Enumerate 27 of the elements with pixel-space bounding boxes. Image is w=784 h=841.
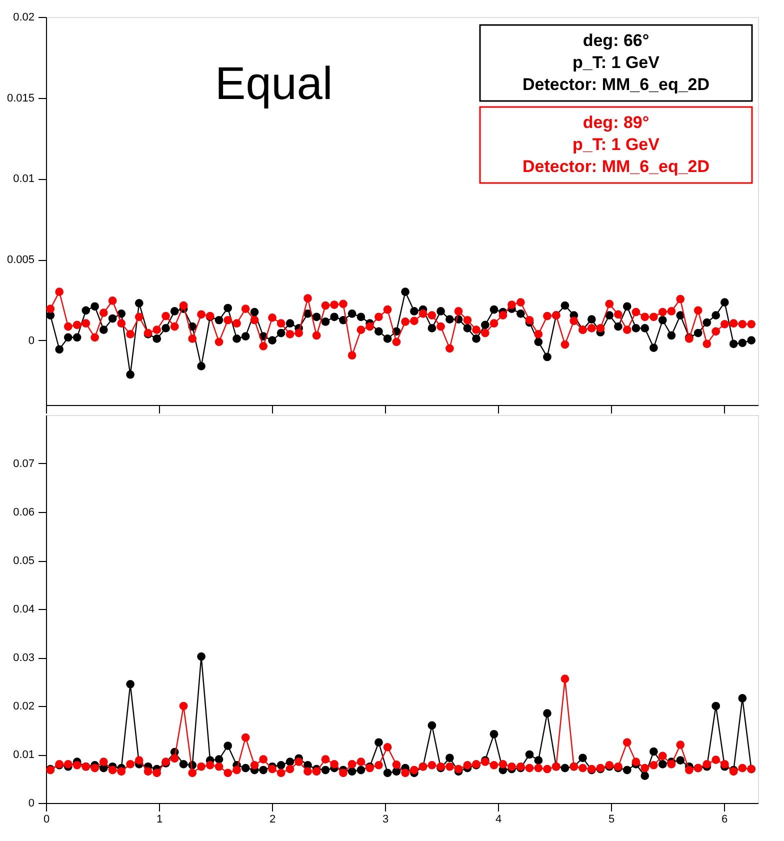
x-tick-label: 4	[496, 814, 502, 826]
x-tick-label: 5	[608, 814, 615, 826]
y-tick-label: 0.01	[13, 749, 34, 761]
text: deg: 89°	[582, 113, 650, 132]
y-tick-label: 0.03	[13, 652, 34, 664]
text: Equal	[215, 57, 333, 109]
annotation: Detector: MM_6_eq_2D	[522, 157, 710, 176]
x-tick-label: 0	[43, 814, 50, 826]
x-tick-label: 2	[269, 814, 276, 826]
y-tick-label: 0.06	[13, 506, 34, 518]
y-tick-label: 0.02	[13, 700, 34, 712]
x-tick-label: 1	[156, 814, 163, 826]
annotation: p_T: 1 GeV	[572, 135, 660, 154]
y-tick-label: 0.02	[13, 12, 34, 24]
annotation: p_T: 1 GeV	[572, 53, 660, 72]
y-tick-label: 0	[28, 334, 34, 347]
y-tick-label: 0.07	[13, 458, 34, 470]
y-tick-label: 0	[28, 798, 34, 810]
text: deg: 66°	[582, 31, 650, 50]
y-tick-label: 0.005	[6, 254, 34, 266]
annotation: Detector: MM_6_eq_2D	[522, 75, 710, 94]
x-tick-label: 3	[382, 814, 389, 826]
y-tick-label: 0.05	[13, 555, 34, 567]
y-tick-label: 0.015	[6, 92, 34, 104]
y-tick-label: 0.04	[13, 604, 34, 616]
y-tick-label: 0.01	[13, 173, 34, 186]
x-tick-label: 6	[722, 814, 728, 826]
